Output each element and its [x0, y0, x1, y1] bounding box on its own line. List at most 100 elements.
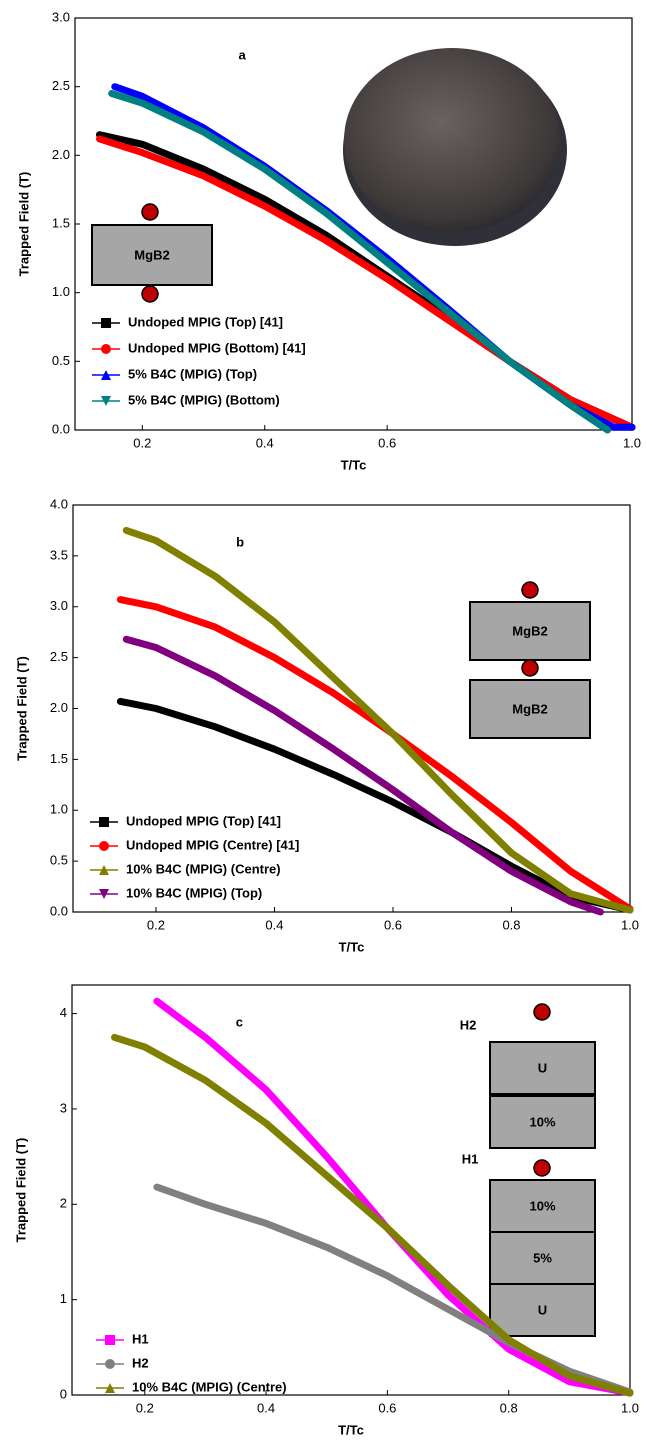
- y-tick-label: 2: [60, 1196, 67, 1211]
- legend-marker: [99, 841, 109, 851]
- x-tick-label: 0.2: [133, 435, 151, 450]
- y-tick-label: 0.0: [52, 421, 70, 436]
- legend-marker: [105, 1383, 115, 1393]
- y-tick-label: 3.5: [50, 547, 68, 562]
- legend-marker: [105, 1335, 115, 1345]
- x-tick-label: 0.8: [500, 1400, 518, 1415]
- y-tick-label: 1: [60, 1291, 67, 1306]
- legend-label: Undoped MPIG (Top) [41]: [126, 813, 281, 828]
- inset-box: [469, 601, 591, 661]
- legend-marker: [101, 318, 111, 328]
- x-tick-label: 0.4: [265, 917, 283, 932]
- legend-label: 5% B4C (MPIG) (Top): [128, 366, 257, 381]
- y-tick-label: 1.0: [50, 802, 68, 817]
- y-axis-label: Trapped Field (T): [16, 172, 31, 277]
- legend-label: 10% B4C (MPIG) (Top): [126, 885, 262, 900]
- legend-marker: [99, 865, 109, 875]
- legend-marker: [99, 817, 109, 827]
- inset-label: U: [538, 1302, 547, 1317]
- data-line: [108, 90, 611, 434]
- y-tick-label: 0.5: [50, 853, 68, 868]
- y-tick-label: 1.0: [52, 284, 70, 299]
- legend-marker: [101, 396, 111, 406]
- data-line: [122, 635, 604, 916]
- inset-box: [489, 1231, 596, 1285]
- legend-label: H1: [132, 1331, 149, 1346]
- y-tick-label: 1.5: [52, 215, 70, 230]
- legend-label: Undoped MPIG (Centre) [41]: [126, 837, 299, 852]
- inset-box: [489, 1179, 596, 1233]
- panel-label: c: [236, 1014, 243, 1029]
- x-tick-label: 0.4: [257, 1400, 275, 1415]
- data-line: [111, 1033, 634, 1397]
- x-axis-label: T/Tc: [339, 939, 365, 954]
- data-line: [122, 526, 634, 914]
- x-tick-label: 0.6: [378, 435, 396, 450]
- inset-label: 5%: [533, 1250, 552, 1265]
- inset-label: 10%: [529, 1114, 555, 1129]
- y-tick-label: 4: [60, 1005, 67, 1020]
- y-tick-label: 2.5: [50, 649, 68, 664]
- sample-dot: [521, 581, 539, 599]
- y-tick-label: 2.0: [50, 700, 68, 715]
- x-tick-label: 1.0: [621, 917, 639, 932]
- sample-dot: [141, 203, 159, 221]
- x-tick-label: 0.6: [378, 1400, 396, 1415]
- legend-label: 10% B4C (MPIG) (Centre): [126, 861, 281, 876]
- legend-label: H2: [132, 1355, 149, 1370]
- y-tick-label: 2.0: [52, 147, 70, 162]
- inset-box: [489, 1095, 596, 1149]
- y-tick-label: 4.0: [50, 496, 68, 511]
- sample-dot: [521, 659, 539, 677]
- inset-label: MgB2: [134, 247, 169, 262]
- legend-marker: [101, 370, 111, 380]
- legend-marker: [105, 1359, 115, 1369]
- inset-box: [469, 679, 591, 739]
- panel-label: a: [238, 47, 246, 62]
- inset-box: [489, 1041, 596, 1095]
- legend-marker: [99, 889, 109, 899]
- y-tick-label: 3.0: [52, 9, 70, 24]
- sample-dot: [533, 1003, 551, 1021]
- sample-dot: [141, 285, 159, 303]
- x-tick-label: 1.0: [621, 1400, 639, 1415]
- legend-label: Undoped MPIG (Top) [41]: [128, 314, 283, 329]
- y-tick-label: 1.5: [50, 751, 68, 766]
- legend-label: Undoped MPIG (Bottom) [41]: [128, 340, 306, 355]
- inset-box: [489, 1283, 596, 1337]
- y-tick-label: 0.5: [52, 353, 70, 368]
- x-tick-label: 0.4: [256, 435, 274, 450]
- inset-label: MgB2: [512, 623, 547, 638]
- legend-marker: [101, 344, 111, 354]
- plot-frame: [71, 984, 631, 1396]
- disk-photo: [344, 48, 560, 232]
- y-axis-label: Trapped Field (T): [14, 656, 29, 761]
- x-tick-label: 1.0: [623, 435, 641, 450]
- inset-label: H2: [460, 1017, 477, 1032]
- inset-label: MgB2: [512, 701, 547, 716]
- x-tick-label: 0.6: [384, 917, 402, 932]
- y-tick-label: 0: [60, 1386, 67, 1401]
- y-tick-label: 0.0: [50, 903, 68, 918]
- y-tick-label: 2.5: [52, 78, 70, 93]
- legend-label: 5% B4C (MPIG) (Bottom): [128, 392, 280, 407]
- panel-label: b: [236, 534, 244, 549]
- inset-box: [91, 224, 213, 286]
- x-axis-label: T/Tc: [341, 457, 367, 472]
- data-line: [116, 596, 634, 913]
- x-axis-label: T/Tc: [338, 1422, 364, 1437]
- sample-dot: [533, 1159, 551, 1177]
- y-tick-label: 3: [60, 1100, 67, 1115]
- x-tick-label: 0.8: [502, 917, 520, 932]
- y-axis-label: Trapped Field (T): [13, 1138, 28, 1243]
- inset-label: 10%: [529, 1198, 555, 1213]
- inset-label: U: [538, 1060, 547, 1075]
- data-line: [116, 697, 634, 914]
- inset-label: H1: [462, 1151, 479, 1166]
- x-tick-label: 0.2: [136, 1400, 154, 1415]
- x-tick-label: 0.2: [147, 917, 165, 932]
- y-tick-label: 3.0: [50, 598, 68, 613]
- legend-label: 10% B4C (MPIG) (Centre): [132, 1379, 287, 1394]
